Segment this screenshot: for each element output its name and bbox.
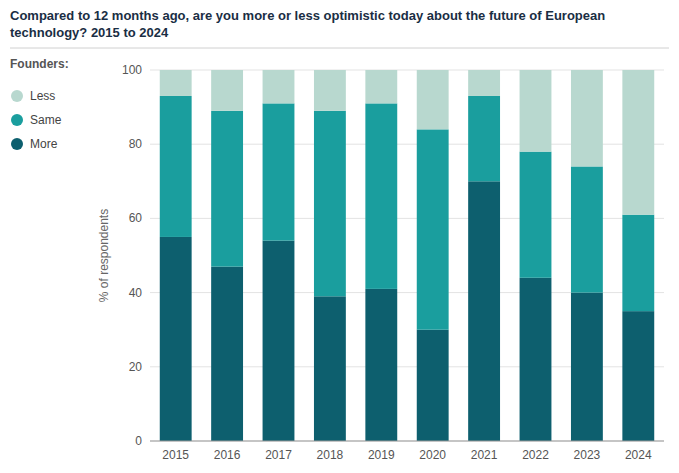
legend-swatch — [11, 138, 23, 150]
y-tick-label: 80 — [129, 137, 143, 151]
legend-swatch — [11, 114, 23, 126]
y-tick-label: 100 — [122, 63, 142, 77]
bar-segment — [314, 296, 346, 441]
title: Compared to 12 months ago, are you more … — [10, 8, 605, 40]
x-axis-line — [150, 441, 664, 442]
bar-segment — [417, 129, 449, 329]
bar-segment — [520, 278, 552, 441]
bar-segment — [314, 70, 346, 111]
y-axis-label: % of respondents — [97, 209, 111, 302]
x-tick-label: 2017 — [265, 448, 292, 462]
bar-segment — [365, 103, 397, 289]
bar-segment — [263, 241, 295, 441]
bar-segment — [211, 111, 243, 267]
bar-segment — [211, 70, 243, 111]
bar-segment — [160, 96, 192, 237]
bar-segment — [468, 181, 500, 441]
legend-label: Same — [30, 113, 62, 127]
x-tick-label: 2020 — [419, 448, 446, 462]
bar-segment — [571, 70, 603, 166]
x-tick-label: 2022 — [522, 448, 549, 462]
y-tick-label: 20 — [129, 360, 143, 374]
bars — [160, 70, 654, 441]
bar-segment — [160, 237, 192, 441]
bar-segment — [263, 70, 295, 103]
grid-line — [150, 441, 664, 442]
bar-segment — [160, 70, 192, 96]
y-tick-label: 60 — [129, 211, 143, 225]
bar-segment — [417, 70, 449, 129]
legend-swatch — [11, 90, 23, 102]
y-axis: 0 20 40 60 80 100 — [122, 63, 664, 448]
x-tick-label: 2024 — [625, 448, 652, 462]
separator — [10, 48, 669, 49]
x-tick-label: 2016 — [214, 448, 241, 462]
bar-segment — [468, 96, 500, 181]
chart: Compared to 12 months ago, are you more … — [0, 0, 679, 473]
bar-segment — [211, 267, 243, 441]
bar-segment — [520, 70, 552, 152]
bar-segment — [571, 293, 603, 441]
bar-segment — [622, 311, 654, 441]
legend-label: Less — [30, 89, 55, 103]
bar-segment — [263, 103, 295, 240]
x-tick-label: 2023 — [574, 448, 601, 462]
bar-segment — [622, 70, 654, 215]
legend: Less Same More — [11, 89, 62, 151]
background — [0, 0, 679, 473]
x-tick-label: 2015 — [162, 448, 189, 462]
bar-segment — [314, 111, 346, 297]
legend-label: More — [30, 137, 58, 151]
x-tick-label: 2019 — [368, 448, 395, 462]
x-tick-label: 2018 — [317, 448, 344, 462]
x-tick-label: 2021 — [471, 448, 498, 462]
y-tick-label: 0 — [135, 434, 142, 448]
bar-segment — [468, 70, 500, 96]
bar-segment — [520, 152, 552, 278]
subtitle: Founders: — [10, 57, 69, 71]
bar-segment — [417, 330, 449, 441]
bar-segment — [571, 166, 603, 292]
bar-segment — [365, 70, 397, 103]
bar-segment — [365, 289, 397, 441]
bar-segment — [622, 215, 654, 311]
y-tick-label: 40 — [129, 286, 143, 300]
x-axis: 2015 2016 2017 2018 2019 2020 2021 2022 2023 2024 — [162, 448, 652, 462]
